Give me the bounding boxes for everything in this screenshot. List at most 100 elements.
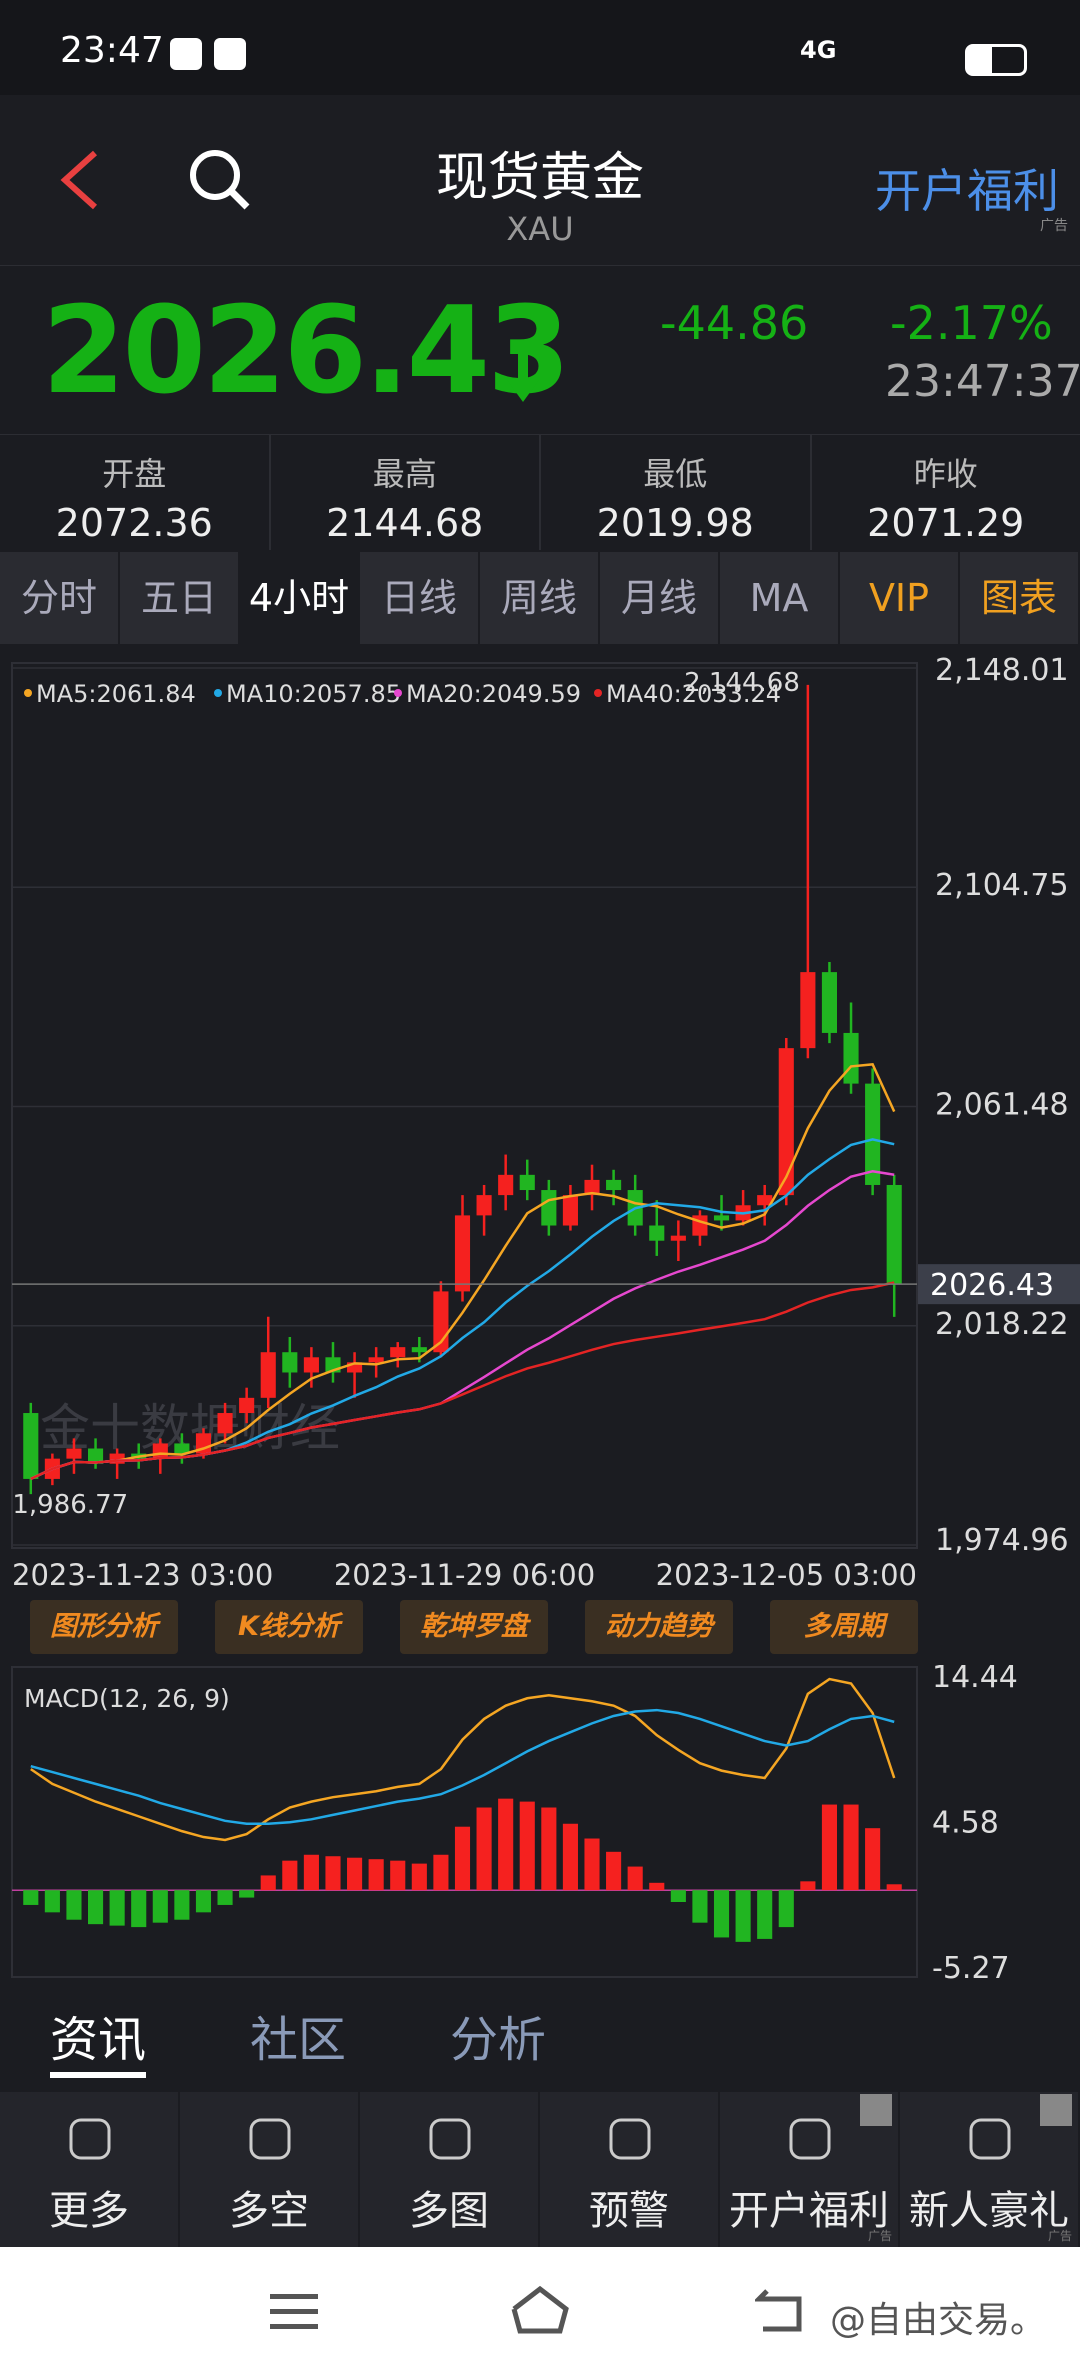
tab[interactable]: 月线 <box>600 552 720 644</box>
stat-label: 最低 <box>643 455 708 493</box>
close-ad[interactable] <box>860 2094 892 2126</box>
macd-bar <box>562 1823 578 1891</box>
stat-value: 2144.68 <box>326 501 484 545</box>
notif-icon <box>214 38 246 70</box>
candle-body <box>66 1448 82 1459</box>
tab[interactable]: 五日 <box>120 552 240 644</box>
tab[interactable]: 周线 <box>480 552 600 644</box>
candle-body <box>800 972 816 1049</box>
toolbar-label: 多图 <box>409 2188 489 2234</box>
ad-link[interactable]: 开户福利 <box>875 164 1059 218</box>
candle-body <box>217 1413 233 1434</box>
macd-bar <box>713 1890 730 1938</box>
icon-shape <box>249 2118 291 2160</box>
ad-tag: 广告 <box>1040 218 1068 234</box>
macd-bar <box>519 1801 535 1891</box>
legend-dot <box>394 689 402 697</box>
candle-body <box>606 1179 622 1191</box>
y-tick-label: 1,974.96 <box>935 1523 1069 1558</box>
network: 4G <box>800 36 837 64</box>
toolbar-item[interactable]: 开户福利 广告 <box>720 2092 900 2247</box>
toolbar-item[interactable]: 多图 <box>360 2092 540 2247</box>
candle-body <box>368 1357 384 1363</box>
toolbar: 更多 多空多图 预警 开户福利 广告 新人豪礼 广告 <box>0 2092 1080 2247</box>
home-button[interactable] <box>510 2285 570 2335</box>
candle-body <box>303 1357 319 1373</box>
macd-bar <box>23 1890 39 1905</box>
toolbar-item[interactable]: 预警 <box>540 2092 720 2247</box>
dea-line <box>30 1708 895 1826</box>
macd-bar <box>606 1851 622 1891</box>
content-tab[interactable]: 分析 <box>450 2012 547 2068</box>
y-tick-label: 4.58 <box>932 1806 999 1841</box>
stat-label: 昨收 <box>913 455 978 493</box>
macd-bar <box>627 1866 643 1891</box>
tool-button[interactable]: 动力趋势 <box>585 1600 733 1654</box>
nav-bar: @自由交易。 <box>0 2247 1080 2376</box>
macd-bar <box>260 1875 276 1891</box>
macd-bar <box>66 1890 82 1920</box>
watermark: @自由交易。 <box>830 2300 1047 2341</box>
macd-title: MACD(12, 26, 9) <box>24 1684 230 1713</box>
macd-bar <box>325 1856 341 1891</box>
toolbar-label: 开户福利 <box>729 2188 889 2234</box>
toolbar-item[interactable]: 新人豪礼 广告 <box>900 2092 1080 2247</box>
icon-shape <box>69 2118 111 2160</box>
content-tab[interactable]: 社区 <box>250 2012 347 2068</box>
macd-bar <box>865 1828 881 1891</box>
tab[interactable]: 日线 <box>360 552 480 644</box>
tool-button[interactable]: 图形分析 <box>30 1600 178 1654</box>
tool-button[interactable]: 乾坤罗盘 <box>400 1600 548 1654</box>
candle-body <box>239 1397 255 1414</box>
macd-bar <box>217 1890 233 1905</box>
price-chart: 2,148.01 2,104.75 2,061.48 2,018.22 1,974.96… <box>11 655 1080 1592</box>
tool-button[interactable]: 多周期 <box>770 1600 918 1654</box>
icon-shape <box>969 2118 1011 2160</box>
candle-body <box>411 1347 427 1353</box>
legend-dot <box>594 689 602 697</box>
toolbar-icon <box>429 2118 471 2160</box>
toolbar-icon <box>249 2118 291 2160</box>
candle-body <box>584 1179 600 1196</box>
price: 2026.43 <box>42 282 571 421</box>
macd-bar <box>800 1881 816 1891</box>
back-nav[interactable] <box>755 2287 805 2333</box>
candle-body <box>476 1195 492 1216</box>
y-tick-label: 2,104.75 <box>935 868 1069 903</box>
toolbar-icon <box>69 2118 111 2160</box>
tab[interactable]: MA <box>720 552 840 644</box>
search-button[interactable] <box>185 145 255 215</box>
tab[interactable]: VIP <box>840 552 960 644</box>
x-tick-label: 2023-11-23 03:00 <box>12 1558 273 1592</box>
tab[interactable]: 图表 <box>960 552 1080 644</box>
macd-bar <box>411 1863 427 1891</box>
toolbar-icon <box>789 2118 831 2160</box>
macd-bar <box>303 1854 319 1891</box>
close-ad[interactable] <box>1040 2094 1072 2126</box>
candle-body <box>174 1443 190 1454</box>
candle-body <box>757 1195 773 1206</box>
macd-bar <box>347 1857 363 1891</box>
candle-body <box>821 972 838 1033</box>
toolbar-item[interactable]: 多空 <box>180 2092 360 2247</box>
tab[interactable]: 4小时 <box>240 552 360 644</box>
tab[interactable]: 分时 <box>0 552 120 644</box>
stat-label: 最高 <box>372 455 437 493</box>
stat-value: 2071.29 <box>867 501 1025 545</box>
plot-frame <box>11 1666 918 1978</box>
macd-bar <box>821 1804 838 1891</box>
candle-body <box>347 1362 363 1373</box>
icon-shape <box>429 2118 471 2160</box>
icon-shape <box>609 2118 651 2160</box>
legend-label: MA40:2033.24 <box>606 680 781 708</box>
macd-bar <box>282 1860 298 1891</box>
menu-button[interactable] <box>270 2292 320 2332</box>
toolbar-item[interactable]: 更多 <box>0 2092 180 2247</box>
back-button[interactable] <box>50 145 110 215</box>
tool-button[interactable]: K线分析 <box>215 1600 363 1654</box>
legend-label: MA5:2061.84 <box>36 680 196 708</box>
candle-body <box>109 1453 125 1464</box>
content-tab[interactable]: 资讯 <box>50 2000 147 2078</box>
x-tick-label: 2023-12-05 03:00 <box>656 1558 917 1592</box>
